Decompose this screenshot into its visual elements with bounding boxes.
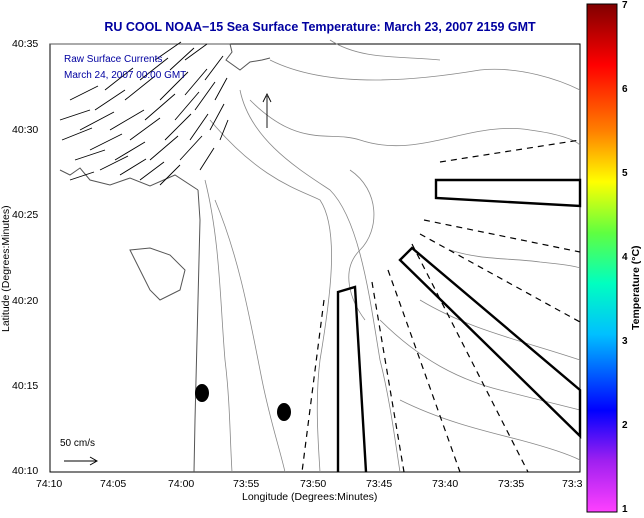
colorbar-label: Temperature (°C): [630, 245, 642, 330]
ytick-label: 40:10: [12, 465, 39, 477]
ytick-label: 40:20: [12, 295, 39, 307]
colorbar-tick: 3: [622, 336, 628, 347]
radar-site-1: [195, 384, 209, 402]
legend-line-2: March 24, 2007 00:00 GMT: [64, 70, 187, 81]
colorbar: [586, 3, 618, 513]
y-axis-label: Latitude (Degrees:Minutes): [0, 205, 12, 332]
xtick-label: 73:40: [432, 478, 459, 490]
shipping-lanes: [336, 178, 582, 473]
xtick-label: 73:35: [498, 478, 525, 490]
xtick-label: 74:00: [168, 478, 195, 490]
xtick-label: 73:55: [233, 478, 260, 490]
bathymetry-contours: [204, 39, 581, 473]
colorbar-tick: 5: [622, 168, 628, 179]
xtick-label: 74:05: [100, 478, 127, 490]
radar-site-2: [277, 403, 291, 421]
ytick-label: 40:35: [12, 38, 39, 50]
xtick-label: 73:50: [300, 478, 327, 490]
colorbar-tick: 7: [622, 0, 628, 11]
colorbar-tick: 4: [622, 252, 628, 263]
xtick-label: 74:10: [36, 478, 63, 490]
scale-arrow: [64, 456, 99, 466]
map-title: RU COOL NOAA−15 Sea Surface Temperature:…: [104, 20, 536, 34]
ytick-label: 40:30: [12, 124, 39, 136]
colorbar-tick: 1: [622, 504, 628, 515]
scale-label: 50 cm/s: [60, 438, 96, 449]
ytick-label: 40:15: [12, 380, 39, 392]
x-axis-label: Longitude (Degrees:Minutes): [242, 491, 378, 503]
xtick-label: 73:3: [562, 478, 583, 490]
colorbar-tick: 6: [622, 84, 628, 95]
plot-frame: [49, 43, 581, 473]
legend-line-1: Raw Surface Currents: [64, 54, 163, 65]
surface-current-vectors: [59, 41, 272, 186]
colorbar-tick: 2: [622, 420, 628, 431]
lane-boundaries: [301, 139, 581, 473]
ytick-label: 40:25: [12, 209, 39, 221]
xtick-label: 73:45: [366, 478, 393, 490]
